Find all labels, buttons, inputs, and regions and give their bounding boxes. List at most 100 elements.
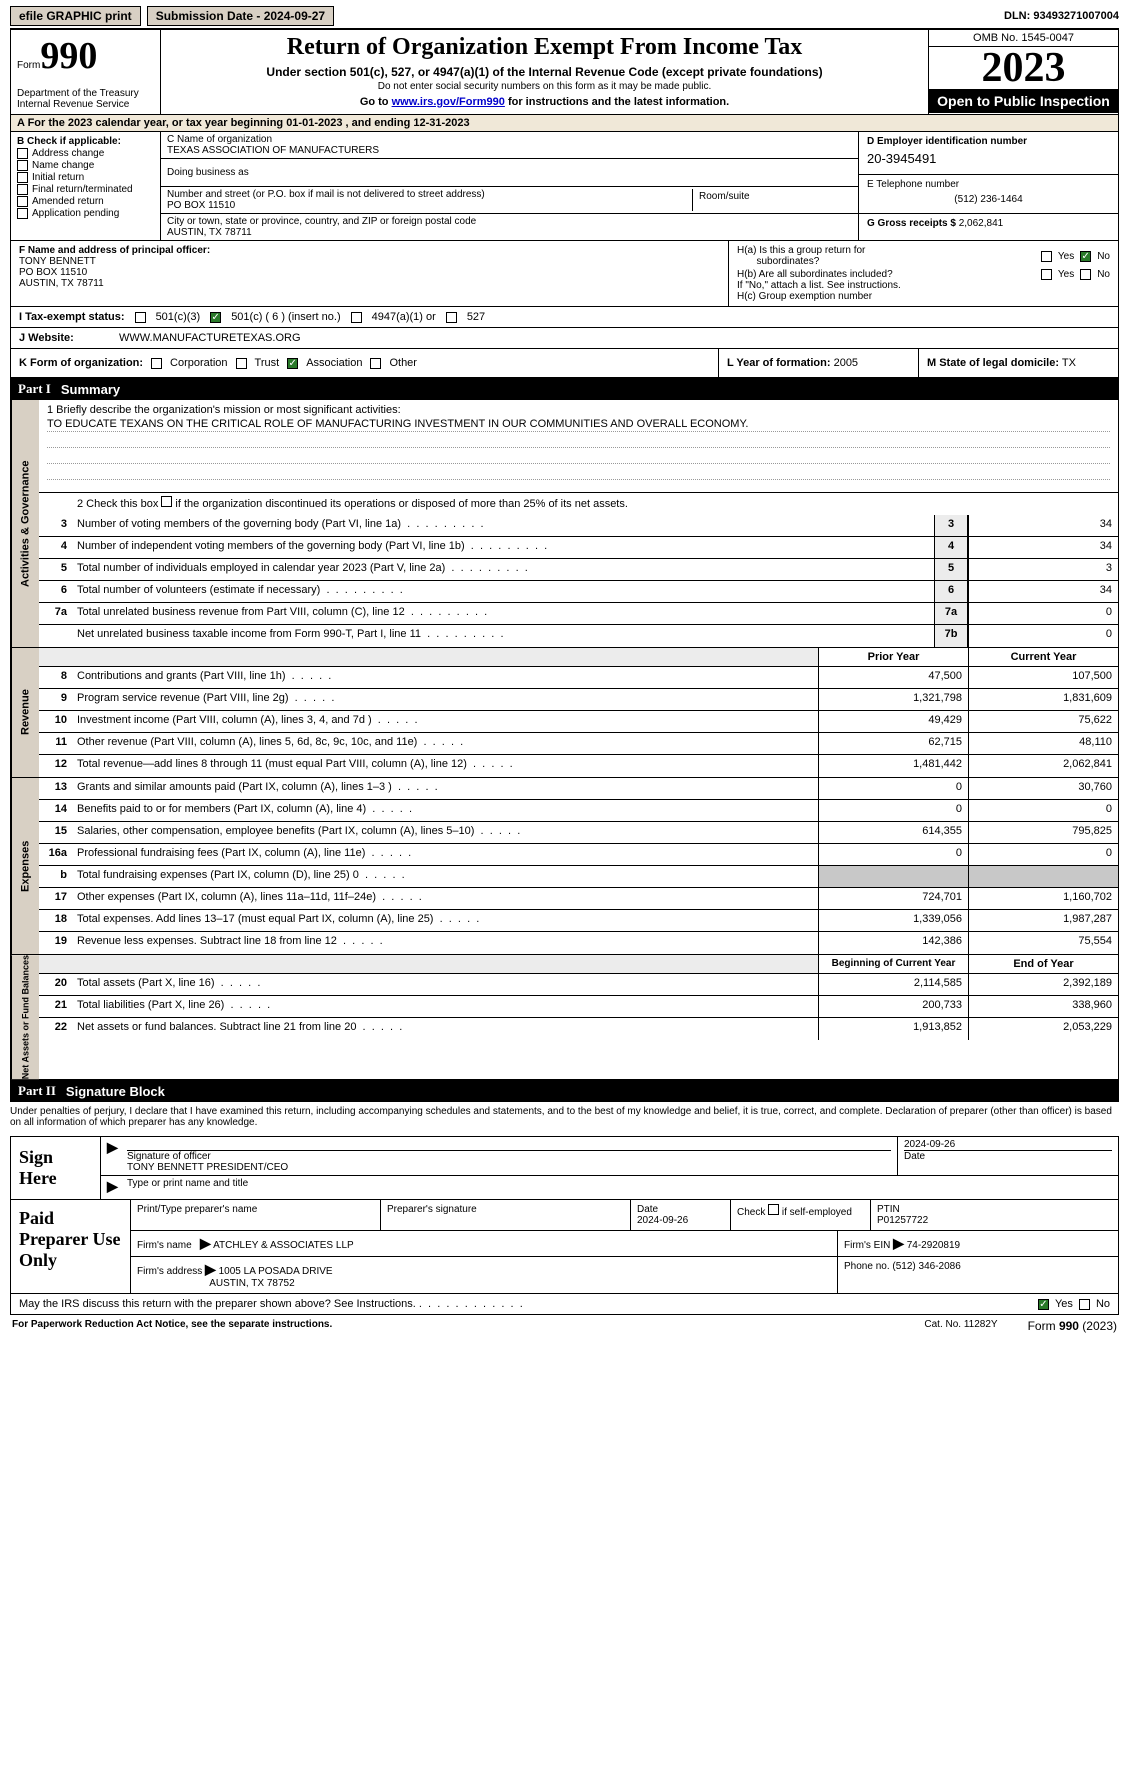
firm-addr1-value: 1005 LA POSADA DRIVE bbox=[219, 1266, 333, 1277]
checkbox-name-change[interactable] bbox=[17, 160, 28, 171]
discuss-no: No bbox=[1096, 1298, 1110, 1310]
opt-501c3: 501(c)(3) bbox=[156, 311, 201, 323]
checkbox-corporation[interactable] bbox=[151, 358, 162, 369]
prior-value: 1,321,798 bbox=[818, 689, 968, 710]
tax-exempt-label: I Tax-exempt status: bbox=[19, 311, 125, 323]
goto-pre: Go to bbox=[360, 96, 392, 108]
checkbox-association[interactable] bbox=[287, 358, 298, 369]
line-num: 12 bbox=[39, 755, 73, 777]
checkbox-address-change[interactable] bbox=[17, 148, 28, 159]
website-value: WWW.MANUFACTURETEXAS.ORG bbox=[119, 332, 301, 344]
checkbox-4947a1[interactable] bbox=[351, 312, 362, 323]
checkbox-amended-return[interactable] bbox=[17, 196, 28, 207]
line-num bbox=[39, 625, 73, 647]
line-text: Total unrelated business revenue from Pa… bbox=[73, 603, 934, 624]
line-num: 19 bbox=[39, 932, 73, 954]
opt-address-change: Address change bbox=[32, 148, 104, 159]
hb-no: No bbox=[1097, 269, 1110, 280]
dept-label: Department of the Treasury Internal Reve… bbox=[17, 78, 154, 110]
prior-value: 200,733 bbox=[818, 996, 968, 1017]
form-end-label: Form 990 (2023) bbox=[1028, 1319, 1117, 1333]
checkbox-other[interactable] bbox=[370, 358, 381, 369]
form-subtitle: Under section 501(c), 527, or 4947(a)(1)… bbox=[167, 65, 922, 79]
prior-value bbox=[818, 866, 968, 887]
checkbox-ha-yes[interactable] bbox=[1041, 251, 1052, 262]
instructions-link[interactable]: www.irs.gov/Form990 bbox=[392, 96, 505, 108]
line-text: Total liabilities (Part X, line 26) . . … bbox=[73, 996, 818, 1017]
checkbox-ha-no[interactable] bbox=[1080, 251, 1091, 262]
checkbox-discuss-no[interactable] bbox=[1079, 1299, 1090, 1310]
prior-value: 724,701 bbox=[818, 888, 968, 909]
current-value: 75,622 bbox=[968, 711, 1118, 732]
sig-officer-name: TONY BENNETT PRESIDENT/CEO bbox=[127, 1162, 891, 1173]
checkbox-trust[interactable] bbox=[236, 358, 247, 369]
checkbox-final-return[interactable] bbox=[17, 184, 28, 195]
firm-name-value: ATCHLEY & ASSOCIATES LLP bbox=[213, 1240, 354, 1251]
gross-receipts-value: 2,062,841 bbox=[959, 218, 1004, 229]
dln-label: DLN: 93493271007004 bbox=[1004, 10, 1119, 22]
line-text: Net unrelated business taxable income fr… bbox=[73, 625, 934, 647]
checkbox-self-employed[interactable] bbox=[768, 1204, 779, 1215]
boy-header: Beginning of Current Year bbox=[818, 955, 968, 973]
checkbox-initial-return[interactable] bbox=[17, 172, 28, 183]
ha-label: H(a) Is this a group return for bbox=[737, 245, 865, 256]
website-label: J Website: bbox=[19, 332, 119, 344]
paid-preparer-label: Paid Preparer Use Only bbox=[11, 1200, 131, 1293]
checkbox-discuss-yes[interactable] bbox=[1038, 1299, 1049, 1310]
room-suite-label: Room/suite bbox=[692, 189, 852, 211]
current-value: 1,831,609 bbox=[968, 689, 1118, 710]
domicile-value: TX bbox=[1062, 357, 1076, 369]
form-number: 990 bbox=[40, 35, 97, 77]
line-ref: 5 bbox=[934, 559, 968, 580]
phone-value: (512) 346-2086 bbox=[892, 1261, 960, 1272]
checkbox-501c[interactable] bbox=[210, 312, 221, 323]
dba-label: Doing business as bbox=[167, 167, 852, 178]
line-ref: 6 bbox=[934, 581, 968, 602]
city-value: AUSTIN, TX 78711 bbox=[167, 227, 852, 238]
efile-print-button[interactable]: efile GRAPHIC print bbox=[10, 6, 141, 26]
opt-527: 527 bbox=[467, 311, 485, 323]
prior-value: 49,429 bbox=[818, 711, 968, 732]
prior-value: 614,355 bbox=[818, 822, 968, 843]
current-value: 338,960 bbox=[968, 996, 1118, 1017]
checkbox-501c3[interactable] bbox=[135, 312, 146, 323]
line-text: Investment income (Part VIII, column (A)… bbox=[73, 711, 818, 732]
checkbox-discontinued[interactable] bbox=[161, 496, 172, 507]
line-num: 20 bbox=[39, 974, 73, 995]
hc-label: H(c) Group exemption number bbox=[737, 291, 1110, 302]
domicile-label: M State of legal domicile: bbox=[927, 357, 1059, 369]
part-2-num: Part II bbox=[18, 1083, 56, 1099]
current-value: 0 bbox=[968, 800, 1118, 821]
hb-yes: Yes bbox=[1058, 269, 1074, 280]
org-name-label: C Name of organization bbox=[167, 134, 852, 145]
checkbox-hb-yes[interactable] bbox=[1041, 269, 1052, 280]
checkbox-527[interactable] bbox=[446, 312, 457, 323]
penalty-statement: Under penalties of perjury, I declare th… bbox=[10, 1102, 1119, 1132]
side-governance: Activities & Governance bbox=[11, 400, 39, 647]
line-text: Total assets (Part X, line 16) . . . . . bbox=[73, 974, 818, 995]
eoy-header: End of Year bbox=[968, 955, 1118, 973]
line-text: Benefits paid to or for members (Part IX… bbox=[73, 800, 818, 821]
type-name-label: Type or print name and title bbox=[121, 1176, 1118, 1197]
officer-label: F Name and address of principal officer: bbox=[19, 245, 720, 256]
firm-name-label: Firm's name bbox=[137, 1240, 192, 1251]
submission-date-button[interactable]: Submission Date - 2024-09-27 bbox=[147, 6, 334, 26]
line-num: 6 bbox=[39, 581, 73, 602]
opt-501c: 501(c) ( 6 ) (insert no.) bbox=[231, 311, 340, 323]
top-toolbar: efile GRAPHIC print Submission Date - 20… bbox=[10, 6, 1119, 30]
checkbox-hb-no[interactable] bbox=[1080, 269, 1091, 280]
line-text: Program service revenue (Part VIII, line… bbox=[73, 689, 818, 710]
line-value: 0 bbox=[968, 625, 1118, 647]
prior-value: 62,715 bbox=[818, 733, 968, 754]
current-value: 2,053,229 bbox=[968, 1018, 1118, 1040]
prior-value: 142,386 bbox=[818, 932, 968, 954]
checkbox-application-pending[interactable] bbox=[17, 208, 28, 219]
cat-number: Cat. No. 11282Y bbox=[924, 1319, 997, 1333]
line-text: Other revenue (Part VIII, column (A), li… bbox=[73, 733, 818, 754]
part-1-header: Part I Summary bbox=[10, 378, 1119, 400]
line-num: b bbox=[39, 866, 73, 887]
current-value: 30,760 bbox=[968, 778, 1118, 799]
year-formation-label: L Year of formation: bbox=[727, 357, 831, 369]
opt-corporation: Corporation bbox=[170, 357, 227, 369]
line-text: Other expenses (Part IX, column (A), lin… bbox=[73, 888, 818, 909]
